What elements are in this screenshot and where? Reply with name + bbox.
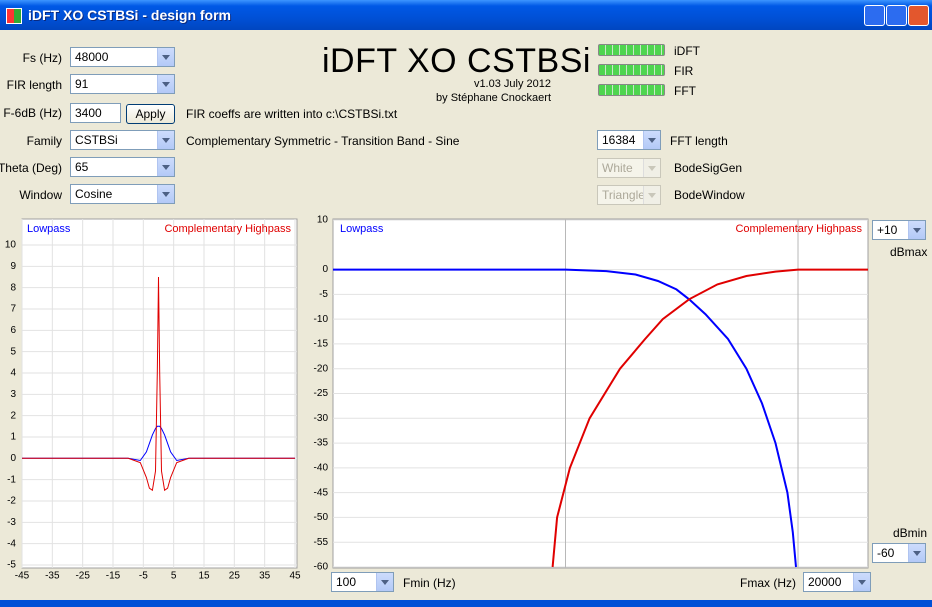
y-tick-label: -10 — [314, 314, 329, 325]
indicator-led — [598, 64, 665, 76]
window-title: iDFT XO CSTBSi - design form — [28, 7, 232, 23]
y-tick-label: -20 — [314, 363, 329, 374]
x-tick-label: 5 — [171, 571, 177, 582]
fir-length-label: FIR length — [6, 78, 62, 92]
title-bar: iDFT XO CSTBSi - design form — [0, 0, 932, 30]
close-button[interactable] — [908, 5, 929, 26]
x-tick-label: 35 — [259, 571, 271, 582]
impulse-plot-area — [21, 218, 298, 569]
y-tick-label: 4 — [10, 368, 16, 379]
series-line — [22, 425, 295, 462]
legend-label: Lowpass — [340, 223, 384, 235]
y-tick-label: -45 — [314, 487, 329, 498]
fs-combo[interactable]: 48000 — [70, 47, 175, 67]
y-tick-label: -5 — [319, 289, 328, 300]
indicator-label: FFT — [674, 84, 696, 98]
y-tick-label: -40 — [314, 462, 329, 473]
fmin-label: Fmin (Hz) — [403, 576, 456, 590]
series-line — [551, 268, 868, 568]
fmin-combo[interactable]: 100 — [331, 572, 394, 592]
x-tick-label: -35 — [45, 571, 60, 582]
y-tick-label: -35 — [314, 438, 329, 449]
f6db-label: F-6dB (Hz) — [3, 106, 62, 120]
y-tick-label: 6 — [10, 325, 16, 336]
bode-window-label: BodeWindow — [674, 188, 745, 202]
indicator-led — [598, 84, 665, 96]
x-tick-label: -25 — [75, 571, 90, 582]
window-combo[interactable]: Cosine — [70, 184, 175, 204]
x-tick-label: 45 — [289, 571, 301, 582]
y-tick-label: -15 — [314, 339, 329, 350]
y-tick-label: 1 — [10, 432, 16, 443]
legend-label: Complementary Highpass — [164, 223, 291, 235]
fft-length-label: FFT length — [670, 134, 728, 148]
fs-label: Fs (Hz) — [22, 51, 62, 65]
x-tick-label: -45 — [15, 571, 30, 582]
y-tick-label: -60 — [314, 562, 329, 573]
window-label: Window — [19, 188, 62, 202]
bode-window-combo: Triangle — [597, 185, 661, 205]
fir-length-combo[interactable]: 91 — [70, 74, 175, 94]
y-tick-label: 2 — [10, 410, 16, 421]
bottom-border — [0, 600, 932, 607]
y-tick-label: -1 — [7, 474, 16, 485]
indicator-label: iDFT — [674, 44, 700, 58]
maximize-button[interactable] — [886, 5, 907, 26]
y-tick-label: 3 — [10, 389, 16, 400]
version: v1.03 July 2012 — [473, 78, 551, 90]
fft-length-combo[interactable]: 16384 — [597, 130, 661, 150]
y-tick-label: 8 — [10, 282, 16, 293]
y-tick-label: -50 — [314, 512, 329, 523]
y-tick-label: -3 — [7, 517, 16, 528]
y-tick-label: -4 — [7, 538, 16, 549]
x-tick-label: 15 — [198, 571, 210, 582]
app-icon — [6, 8, 22, 24]
app-title: iDFT XO CSTBSi — [322, 42, 591, 80]
apply-button[interactable]: Apply — [126, 104, 175, 124]
legend-label: Complementary Highpass — [735, 223, 862, 235]
dbmin-combo[interactable]: -60 — [872, 543, 926, 563]
y-tick-label: -55 — [314, 537, 329, 548]
bode-sig-gen-combo: White — [597, 158, 661, 178]
legend-label: Lowpass — [27, 223, 71, 235]
indicator-label: FIR — [674, 64, 694, 78]
y-tick-label: 9 — [10, 261, 16, 272]
family-description: Complementary Symmetric - Transition Ban… — [186, 134, 460, 148]
series-line — [333, 268, 797, 568]
minimize-button[interactable] — [864, 5, 885, 26]
fmax-label: Fmax (Hz) — [740, 576, 796, 590]
x-tick-label: 25 — [229, 571, 241, 582]
coeffs-note: FIR coeffs are written into c:\CSTBSi.tx… — [186, 107, 398, 121]
author: by Stéphane Cnockaert — [436, 92, 551, 104]
y-tick-label: 10 — [5, 240, 17, 251]
x-tick-label: -5 — [139, 571, 148, 582]
x-tick-label: -15 — [106, 571, 121, 582]
dbmax-label: dBmax — [890, 245, 928, 259]
theta-label: Theta (Deg) — [0, 161, 62, 175]
y-tick-label: -30 — [314, 413, 329, 424]
theta-combo[interactable]: 65 — [70, 157, 175, 177]
y-tick-label: -25 — [314, 388, 329, 399]
y-tick-label: -2 — [7, 496, 16, 507]
family-combo[interactable]: CSTBSi — [70, 130, 175, 150]
dbmax-combo[interactable]: +10 — [872, 220, 926, 240]
y-tick-label: 7 — [10, 304, 16, 315]
f6db-input[interactable]: 3400 — [70, 103, 121, 123]
y-tick-label: 10 — [317, 215, 329, 226]
y-tick-label: 5 — [10, 346, 16, 357]
bode-sig-gen-label: BodeSigGen — [674, 161, 743, 175]
family-label: Family — [26, 134, 62, 148]
y-tick-label: -5 — [7, 560, 16, 571]
y-tick-label: 0 — [10, 453, 16, 464]
series-line — [22, 276, 295, 492]
y-tick-label: 0 — [322, 264, 328, 275]
indicator-led — [598, 44, 665, 56]
dbmin-label: dBmin — [893, 526, 928, 540]
fmax-combo[interactable]: 20000 — [803, 572, 871, 592]
